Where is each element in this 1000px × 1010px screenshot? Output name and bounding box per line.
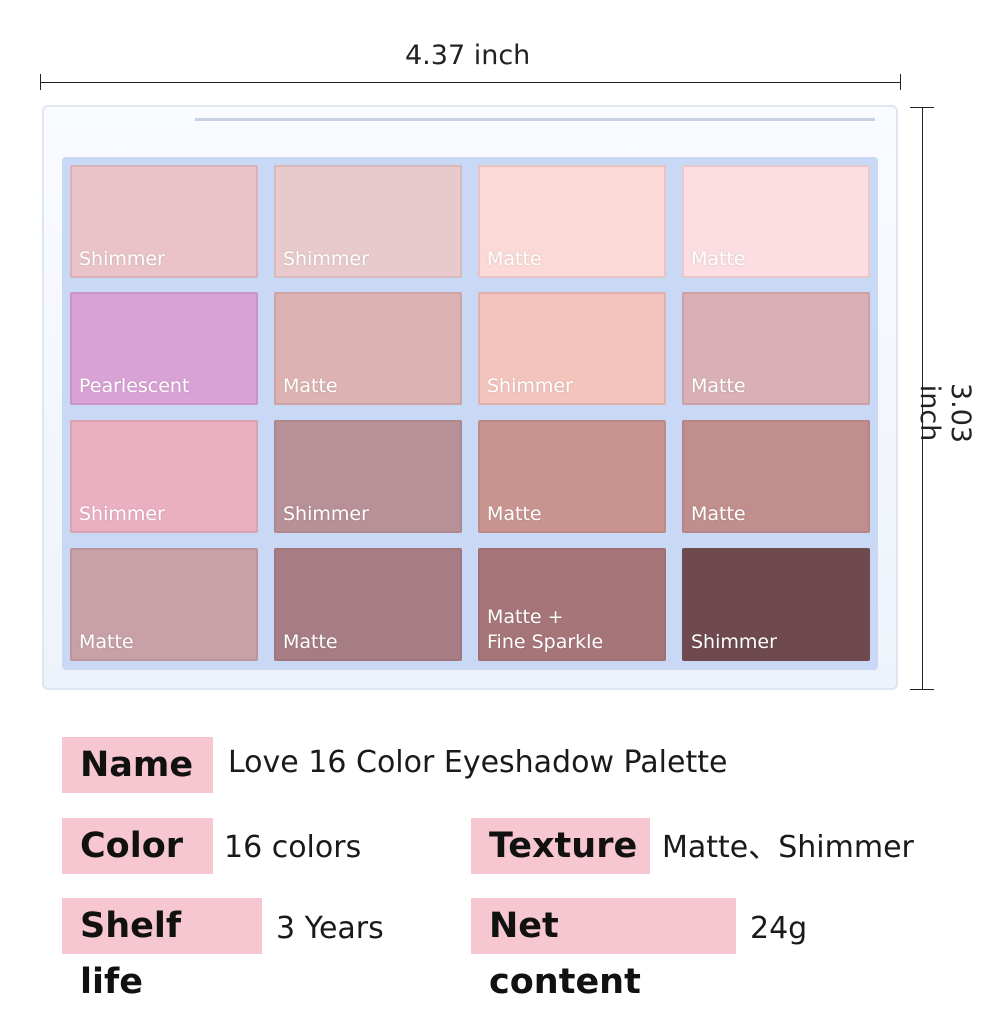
- pan-texture-label: Shimmer: [79, 248, 165, 270]
- shelf-life-label: Shelf life: [62, 898, 262, 1002]
- width-dimension-label: 4.37 inch: [405, 40, 531, 71]
- net-content-value: 24g: [750, 911, 808, 946]
- eyeshadow-pan: Shimmer: [274, 165, 462, 278]
- shelf-life-value: 3 Years: [276, 911, 384, 946]
- eyeshadow-pan: Matte: [682, 292, 870, 405]
- pan-texture-label: Shimmer: [487, 375, 573, 397]
- width-dimension-line: [40, 82, 900, 83]
- name-label: Name: [62, 737, 213, 793]
- pan-texture-label: Matte: [487, 503, 542, 525]
- pan-texture-label: Matte + Fine Sparkle: [487, 606, 604, 653]
- pan-texture-label: Shimmer: [79, 503, 165, 525]
- pan-texture-label: Matte: [79, 631, 134, 653]
- width-dimension-cap-right: [900, 74, 901, 90]
- palette-lid-edge: [195, 118, 875, 131]
- texture-label: Texture: [471, 818, 650, 874]
- eyeshadow-pan: Shimmer: [70, 165, 258, 278]
- eyeshadow-pan: Shimmer: [274, 420, 462, 533]
- eyeshadow-pan: Matte: [682, 165, 870, 278]
- pan-texture-label: Shimmer: [283, 503, 369, 525]
- height-dimension-line: [922, 107, 923, 689]
- color-value: 16 colors: [224, 830, 362, 865]
- height-dimension-label: 3.03 inch: [914, 382, 976, 444]
- eyeshadow-pan: Matte + Fine Sparkle: [478, 548, 666, 661]
- eyeshadow-pan: Matte: [478, 165, 666, 278]
- eyeshadow-pan: Pearlescent: [70, 292, 258, 405]
- pan-texture-label: Matte: [487, 248, 542, 270]
- eyeshadow-pan: Matte: [274, 292, 462, 405]
- width-dimension-cap-left: [40, 74, 41, 90]
- pan-texture-label: Matte: [691, 375, 746, 397]
- color-label: Color: [62, 818, 213, 874]
- name-value: Love 16 Color Eyeshadow Palette: [228, 745, 728, 780]
- pan-texture-label: Matte: [691, 248, 746, 270]
- pan-texture-label: Matte: [283, 631, 338, 653]
- eyeshadow-pan: Matte: [682, 420, 870, 533]
- eyeshadow-pan: Matte: [274, 548, 462, 661]
- height-dimension-cap-bottom: [910, 689, 934, 690]
- pan-texture-label: Shimmer: [691, 631, 777, 653]
- pan-texture-label: Pearlescent: [79, 375, 190, 397]
- height-dimension-cap-top: [910, 107, 934, 108]
- eyeshadow-pan: Shimmer: [478, 292, 666, 405]
- eyeshadow-pan: Matte: [70, 548, 258, 661]
- pan-texture-label: Matte: [691, 503, 746, 525]
- pan-texture-label: Matte: [283, 375, 338, 397]
- eyeshadow-pan: Shimmer: [70, 420, 258, 533]
- eyeshadow-pan: Shimmer: [682, 548, 870, 661]
- eyeshadow-pan: Matte: [478, 420, 666, 533]
- pan-texture-label: Shimmer: [283, 248, 369, 270]
- net-content-label: Net content: [471, 898, 736, 1002]
- texture-value: Matte、Shimmer: [662, 830, 914, 865]
